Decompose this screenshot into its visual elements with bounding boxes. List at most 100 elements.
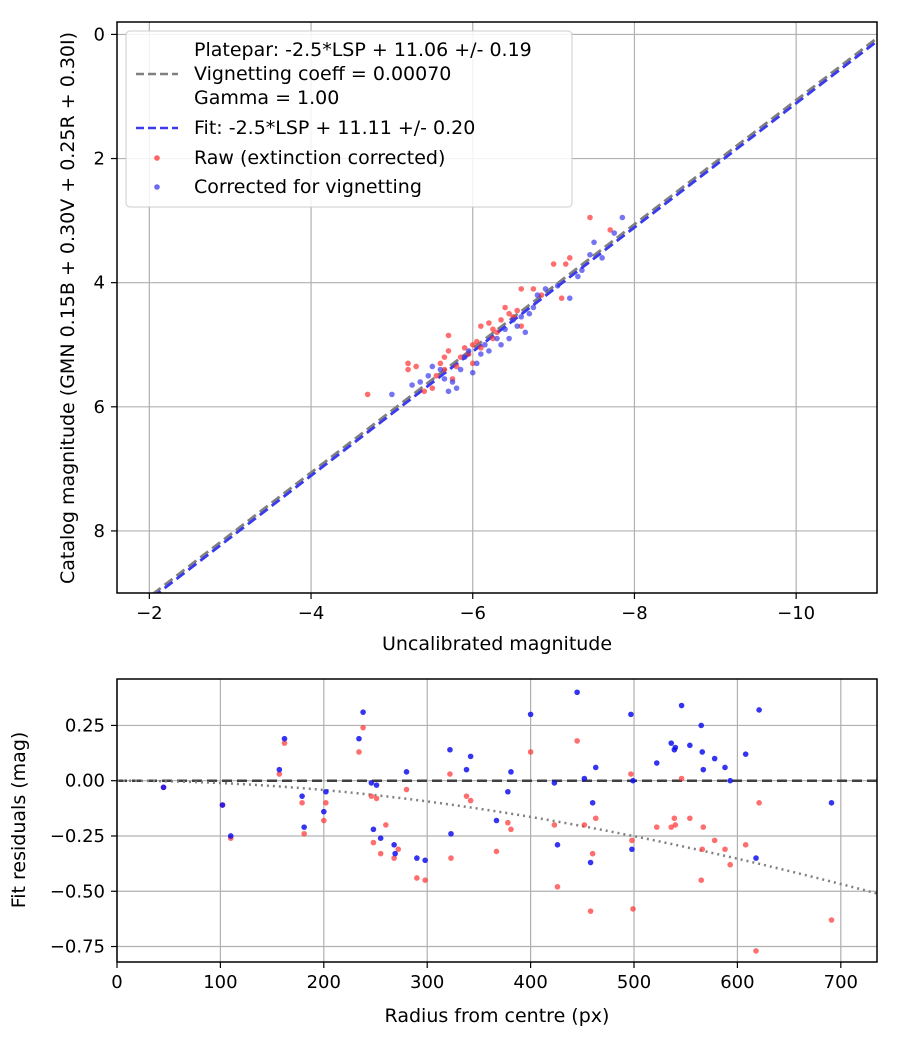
raw-point xyxy=(558,295,565,301)
corrected-point xyxy=(530,304,537,311)
legend-raw: Raw (extinction corrected) xyxy=(194,147,445,169)
bottom-x-tick-label: 400 xyxy=(513,972,547,993)
raw-point xyxy=(445,348,452,354)
corrected-residual-point xyxy=(414,855,420,861)
corrected-point xyxy=(510,317,516,323)
corrected-point xyxy=(473,360,480,367)
raw-residual-point xyxy=(756,800,762,806)
top-x-tick-label: −8 xyxy=(621,603,648,624)
raw-residual-point xyxy=(281,740,288,746)
legend-box xyxy=(125,30,573,208)
corrected-residual-point xyxy=(587,859,594,866)
top-x-ticks: −2 −4 −6 −8 −10 xyxy=(136,593,815,624)
corrected-residual-point xyxy=(422,857,428,864)
raw-residual-point xyxy=(722,846,728,853)
raw-residual-point xyxy=(653,824,660,830)
bottom-x-tick-label: 500 xyxy=(617,972,651,993)
bottom-x-ticks: 0 100 200 300 400 500 600 700 xyxy=(111,962,858,993)
corrected-point xyxy=(482,341,488,348)
corrected-point xyxy=(599,255,605,261)
corrected-residual-point xyxy=(828,800,835,806)
corrected-residual-point xyxy=(505,788,511,795)
raw-point xyxy=(364,391,371,398)
corrected-residual-point xyxy=(551,780,558,786)
corrected-residual-point xyxy=(377,835,384,841)
raw-residual-point xyxy=(828,917,835,923)
raw-point xyxy=(473,338,480,345)
corrected-residual-point xyxy=(276,766,283,773)
raw-point xyxy=(413,363,419,370)
corrected-point xyxy=(445,388,452,395)
raw-point xyxy=(562,261,569,267)
corrected-point xyxy=(526,310,533,317)
bottom-data-points xyxy=(160,689,835,954)
raw-point xyxy=(502,304,508,311)
legend-platepar: Platepar: -2.5*LSP + 11.06 +/- 0.19 xyxy=(194,39,532,61)
corrected-residual-point xyxy=(321,808,327,815)
raw-point xyxy=(469,341,476,348)
raw-point xyxy=(530,286,537,292)
top-y-axis-label: Catalog magnitude (GMN 0.15B + 0.30V + 0… xyxy=(57,32,79,584)
corrected-residual-point xyxy=(592,764,599,771)
raw-point xyxy=(518,286,525,292)
raw-residual-point xyxy=(742,842,749,848)
corrected-residual-point xyxy=(753,855,759,861)
top-fit-lines xyxy=(151,37,877,593)
raw-residual-point xyxy=(699,846,706,853)
raw-residual-point xyxy=(551,822,558,828)
raw-residual-point xyxy=(323,800,329,806)
corrected-residual-point xyxy=(373,782,380,788)
corrected-residual-point xyxy=(508,769,514,775)
corrected-residual-point xyxy=(392,850,398,857)
raw-residual-point xyxy=(727,861,733,868)
legend: Platepar: -2.5*LSP + 11.06 +/- 0.19 Vign… xyxy=(125,30,573,208)
raw-residual-point xyxy=(700,824,707,830)
corrected-residual-point xyxy=(698,722,705,729)
corrected-point xyxy=(534,292,541,298)
top-plot-frame xyxy=(116,21,878,594)
raw-point xyxy=(490,326,496,333)
raw-residual-point xyxy=(671,815,678,822)
corrected-residual-point xyxy=(463,766,470,773)
top-x-tick-label: −2 xyxy=(136,603,163,624)
raw-residual-point xyxy=(628,771,634,777)
corrected-residual-point xyxy=(672,744,679,751)
raw-point xyxy=(441,366,448,373)
raw-residual-point xyxy=(678,775,685,782)
corrected-point xyxy=(437,366,444,373)
corrected-point xyxy=(457,366,464,373)
corrected-point xyxy=(579,267,585,274)
corrected-residual-point xyxy=(160,784,167,791)
raw-residual-point xyxy=(383,822,389,828)
raw-point xyxy=(494,329,500,336)
corrected-point xyxy=(587,251,593,258)
raw-residual-point xyxy=(299,800,305,806)
raw-residual-point xyxy=(668,824,675,830)
raw-residual-point xyxy=(505,819,511,826)
corrected-residual-point xyxy=(360,709,366,715)
raw-residual-point xyxy=(373,795,380,802)
corrected-point xyxy=(478,351,484,357)
raw-point xyxy=(518,323,525,329)
raw-point xyxy=(441,354,448,360)
top-y-tick-label: 6 xyxy=(94,397,105,418)
raw-residual-point xyxy=(377,850,384,857)
raw-residual-point xyxy=(508,826,514,833)
raw-point xyxy=(566,255,573,261)
corrected-residual-point xyxy=(727,777,733,784)
corrected-point xyxy=(461,354,468,360)
raw-residual-point xyxy=(276,771,283,777)
vignetting-curve xyxy=(117,779,877,895)
raw-residual-point xyxy=(592,815,599,822)
corrected-point xyxy=(542,286,549,292)
bottom-x-axis-label: Radius from centre (px) xyxy=(385,1005,610,1027)
corrected-residual-point xyxy=(323,788,329,795)
corrected-residual-point xyxy=(299,793,305,799)
raw-point xyxy=(490,335,496,342)
top-y-tick-label: 8 xyxy=(94,521,105,542)
raw-point xyxy=(421,388,428,395)
corrected-point xyxy=(409,382,415,388)
raw-residual-point xyxy=(493,848,500,855)
